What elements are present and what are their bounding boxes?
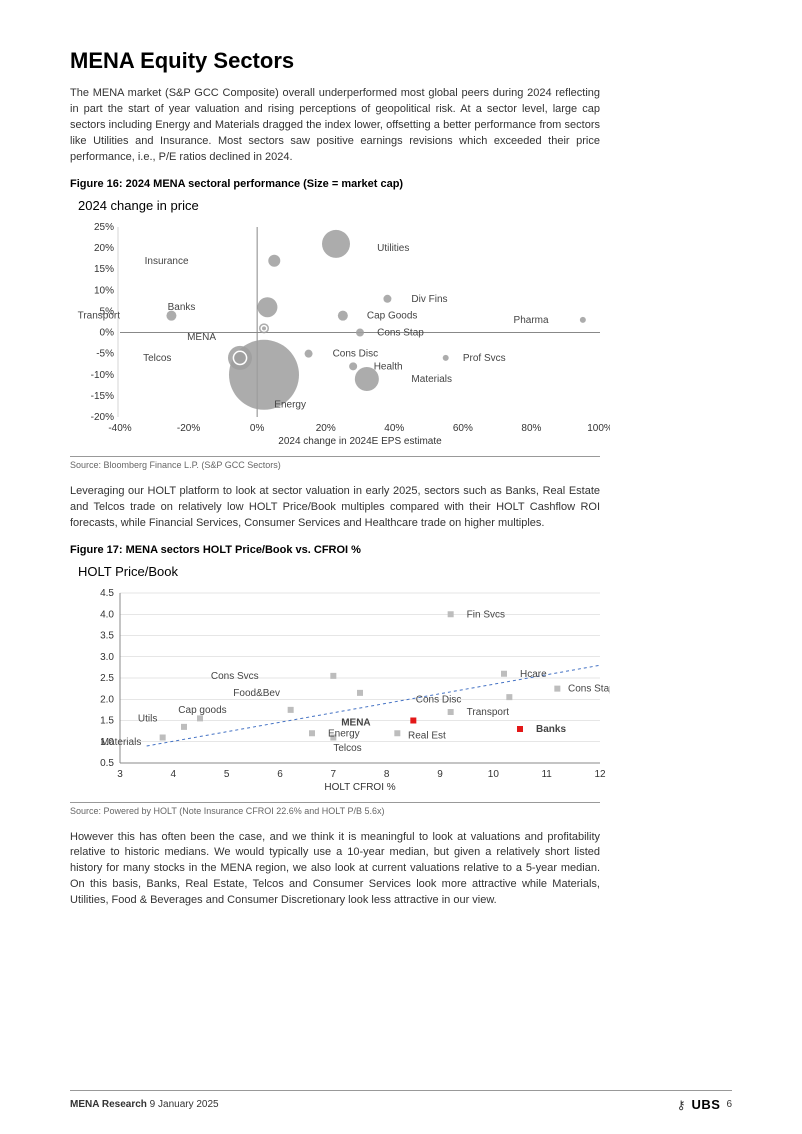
svg-text:Insurance: Insurance (145, 255, 189, 266)
svg-text:7: 7 (331, 769, 337, 780)
svg-text:Real Est: Real Est (408, 730, 446, 741)
svg-text:-20%: -20% (177, 423, 200, 434)
svg-text:8: 8 (384, 769, 390, 780)
page-title: MENA Equity Sectors (70, 48, 732, 74)
svg-text:Energy: Energy (274, 399, 306, 410)
page: MENA Equity Sectors The MENA market (S&P… (0, 0, 802, 1134)
fig16-svg: -20%-15%-10%-5%0%5%10%15%20%25%-40%-20%0… (70, 217, 610, 447)
svg-text:0%: 0% (100, 327, 115, 338)
svg-text:Cons Stap: Cons Stap (568, 683, 610, 694)
svg-text:5: 5 (224, 769, 230, 780)
svg-text:4: 4 (171, 769, 177, 780)
svg-text:Fin Svcs: Fin Svcs (467, 609, 505, 620)
svg-text:-10%: -10% (91, 369, 114, 380)
svg-text:Prof Svcs: Prof Svcs (463, 353, 506, 364)
svg-text:-40%: -40% (108, 423, 131, 434)
para2: Leveraging our HOLT platform to look at … (70, 484, 600, 532)
fig16-source: Source: Bloomberg Finance L.P. (S&P GCC … (70, 456, 600, 470)
svg-text:25%: 25% (94, 222, 114, 233)
svg-text:3: 3 (117, 769, 123, 780)
svg-text:10: 10 (488, 769, 500, 780)
svg-text:4.0: 4.0 (100, 609, 114, 620)
svg-text:2024 change in 2024E EPS estim: 2024 change in 2024E EPS estimate (278, 436, 442, 447)
svg-text:Transport: Transport (467, 707, 510, 718)
svg-text:4.5: 4.5 (100, 588, 114, 599)
footer: MENA Research 9 January 2025 ⚷ UBS 6 (70, 1090, 732, 1112)
fig17-svg: 0.51.01.52.02.53.03.54.04.53456789101112… (70, 583, 610, 793)
svg-text:Utils: Utils (138, 713, 157, 724)
svg-text:Cons Disc: Cons Disc (333, 348, 379, 359)
svg-text:Cap Goods: Cap Goods (367, 310, 418, 321)
fig17-title: Figure 17: MENA sectors HOLT Price/Book … (70, 544, 732, 556)
fig17-chart: HOLT Price/Book 0.51.01.52.02.53.03.54.0… (70, 564, 732, 796)
svg-text:3.5: 3.5 (100, 630, 114, 641)
svg-text:Banks: Banks (168, 302, 196, 313)
svg-text:100%: 100% (587, 423, 610, 434)
svg-text:MENA: MENA (187, 331, 216, 342)
ubs-keys-icon: ⚷ (677, 1098, 686, 1112)
svg-text:9: 9 (437, 769, 443, 780)
svg-text:10%: 10% (94, 285, 114, 296)
svg-text:Health: Health (374, 361, 403, 372)
footer-date: 9 January 2025 (147, 1099, 219, 1110)
fig16-title: Figure 16: 2024 MENA sectoral performanc… (70, 178, 732, 190)
svg-text:80%: 80% (521, 423, 541, 434)
svg-text:Div Fins: Div Fins (411, 293, 447, 304)
svg-text:MENA: MENA (341, 717, 370, 728)
footer-left: MENA Research 9 January 2025 (70, 1099, 219, 1110)
svg-text:Materials: Materials (411, 374, 452, 385)
svg-text:0.5: 0.5 (100, 758, 114, 769)
svg-text:40%: 40% (384, 423, 404, 434)
svg-text:Telcos: Telcos (333, 743, 361, 754)
svg-text:6: 6 (277, 769, 283, 780)
svg-text:Transport: Transport (78, 310, 121, 321)
svg-text:-15%: -15% (91, 391, 114, 402)
svg-text:20%: 20% (94, 243, 114, 254)
svg-text:60%: 60% (453, 423, 473, 434)
svg-text:Food&Bev: Food&Bev (233, 687, 280, 698)
svg-text:-5%: -5% (96, 348, 114, 359)
svg-text:Materials: Materials (101, 736, 142, 747)
footer-title: MENA Research (70, 1099, 147, 1110)
svg-text:Cons Svcs: Cons Svcs (211, 670, 259, 681)
svg-text:Cons Stap: Cons Stap (377, 327, 424, 338)
svg-text:Energy: Energy (328, 728, 360, 739)
svg-text:3.0: 3.0 (100, 651, 114, 662)
ubs-logo: UBS (691, 1097, 720, 1112)
footer-right: ⚷ UBS 6 (677, 1097, 732, 1112)
svg-text:Hcare: Hcare (520, 668, 547, 679)
intro-paragraph: The MENA market (S&P GCC Composite) over… (70, 86, 600, 166)
fig17-heading: HOLT Price/Book (78, 564, 732, 579)
svg-text:12: 12 (594, 769, 606, 780)
svg-text:2.5: 2.5 (100, 673, 114, 684)
svg-text:0%: 0% (250, 423, 265, 434)
svg-text:Cap goods: Cap goods (178, 704, 226, 715)
page-number: 6 (726, 1099, 732, 1110)
svg-text:20%: 20% (316, 423, 336, 434)
fig16-chart: 2024 change in price -20%-15%-10%-5%0%5%… (70, 198, 732, 450)
fig16-heading: 2024 change in price (78, 198, 732, 213)
svg-text:15%: 15% (94, 264, 114, 275)
para3: However this has often been the case, an… (70, 830, 600, 910)
svg-text:Cons Disc: Cons Disc (416, 694, 462, 705)
svg-text:1.5: 1.5 (100, 715, 114, 726)
fig17-source: Source: Powered by HOLT (Note Insurance … (70, 802, 600, 816)
svg-text:Banks: Banks (536, 724, 566, 735)
svg-text:-20%: -20% (91, 412, 114, 423)
svg-text:Utilities: Utilities (377, 243, 409, 254)
svg-text:HOLT CFROI %: HOLT CFROI % (324, 782, 395, 793)
svg-text:Telcos: Telcos (143, 353, 171, 364)
svg-text:Pharma: Pharma (514, 315, 549, 326)
svg-text:11: 11 (541, 769, 552, 780)
svg-text:2.0: 2.0 (100, 694, 114, 705)
